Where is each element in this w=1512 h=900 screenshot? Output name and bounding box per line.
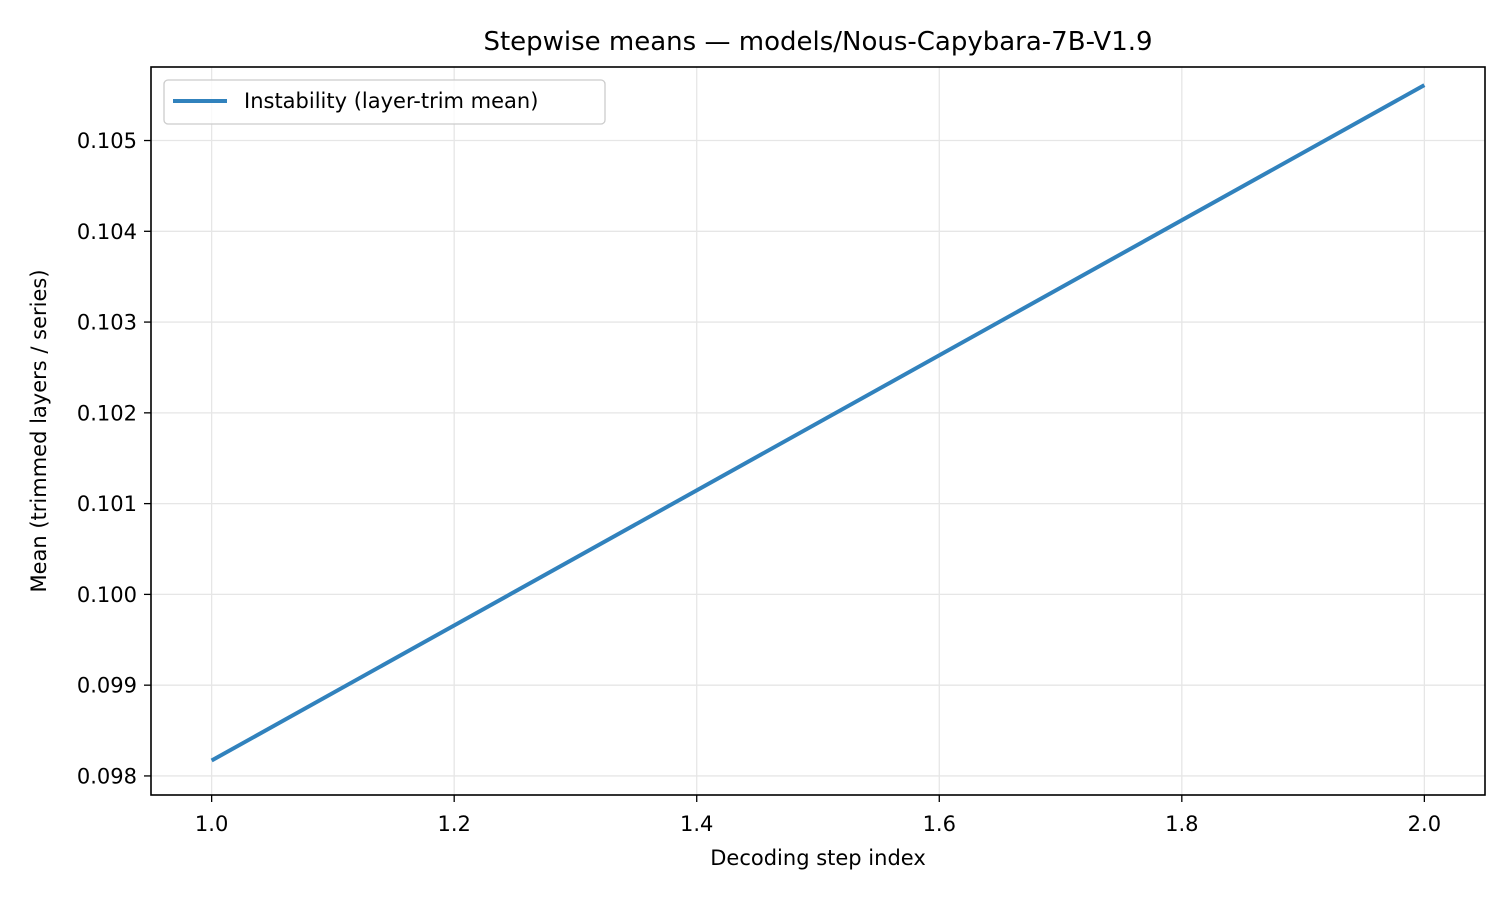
y-tick: 0.099 [77, 674, 151, 698]
y-axis-ticks: 0.098 0.099 0.100 0.101 0.102 0.103 0.104 0.105 [77, 129, 151, 788]
y-tick: 0.102 [77, 401, 151, 425]
x-tick: 2.0 [1408, 795, 1441, 836]
y-tick-label: 0.103 [77, 311, 137, 335]
legend-label: Instability (layer-trim mean) [244, 89, 538, 113]
y-tick: 0.103 [77, 311, 151, 335]
legend-box [163, 79, 606, 125]
y-tick-label: 0.102 [77, 401, 137, 425]
legend: Instability (layer-trim mean) [163, 79, 606, 125]
y-tick: 0.105 [77, 129, 151, 153]
y-tick: 0.101 [77, 492, 151, 516]
x-axis-ticks: 1.0 1.2 1.4 1.6 1.8 2.0 [195, 795, 1441, 836]
x-tick-label: 1.8 [1165, 812, 1198, 836]
y-tick: 0.104 [77, 220, 151, 244]
x-tick: 1.2 [437, 795, 471, 836]
grid [151, 67, 1485, 795]
y-tick-label: 0.101 [77, 492, 137, 516]
x-tick: 1.8 [1165, 795, 1199, 836]
y-tick-label: 0.100 [77, 583, 137, 607]
x-tick-label: 2.0 [1408, 812, 1441, 836]
x-tick: 1.6 [923, 795, 956, 836]
x-tick-label: 1.4 [680, 812, 713, 836]
x-tick-label: 1.2 [437, 812, 470, 836]
y-tick-label: 0.104 [77, 220, 137, 244]
y-tick-label: 0.098 [77, 764, 137, 788]
plot-frame [150, 66, 1486, 796]
x-axis-label: Decoding step index [710, 846, 926, 870]
y-axis-label: Mean (trimmed layers / series) [27, 269, 51, 592]
y-tick-label: 0.099 [77, 674, 137, 698]
y-tick: 0.098 [77, 764, 151, 788]
x-tick-label: 1.0 [195, 812, 228, 836]
x-tick: 1.4 [680, 795, 713, 836]
x-tick-label: 1.6 [923, 812, 956, 836]
chart-title: Stepwise means — models/Nous-Capybara-7B… [483, 27, 1152, 57]
y-tick: 0.100 [77, 583, 151, 607]
x-tick: 1.0 [195, 795, 228, 836]
series-line-0 [210, 83, 1426, 763]
y-tick-label: 0.105 [77, 129, 137, 153]
series-layer [210, 83, 1426, 763]
